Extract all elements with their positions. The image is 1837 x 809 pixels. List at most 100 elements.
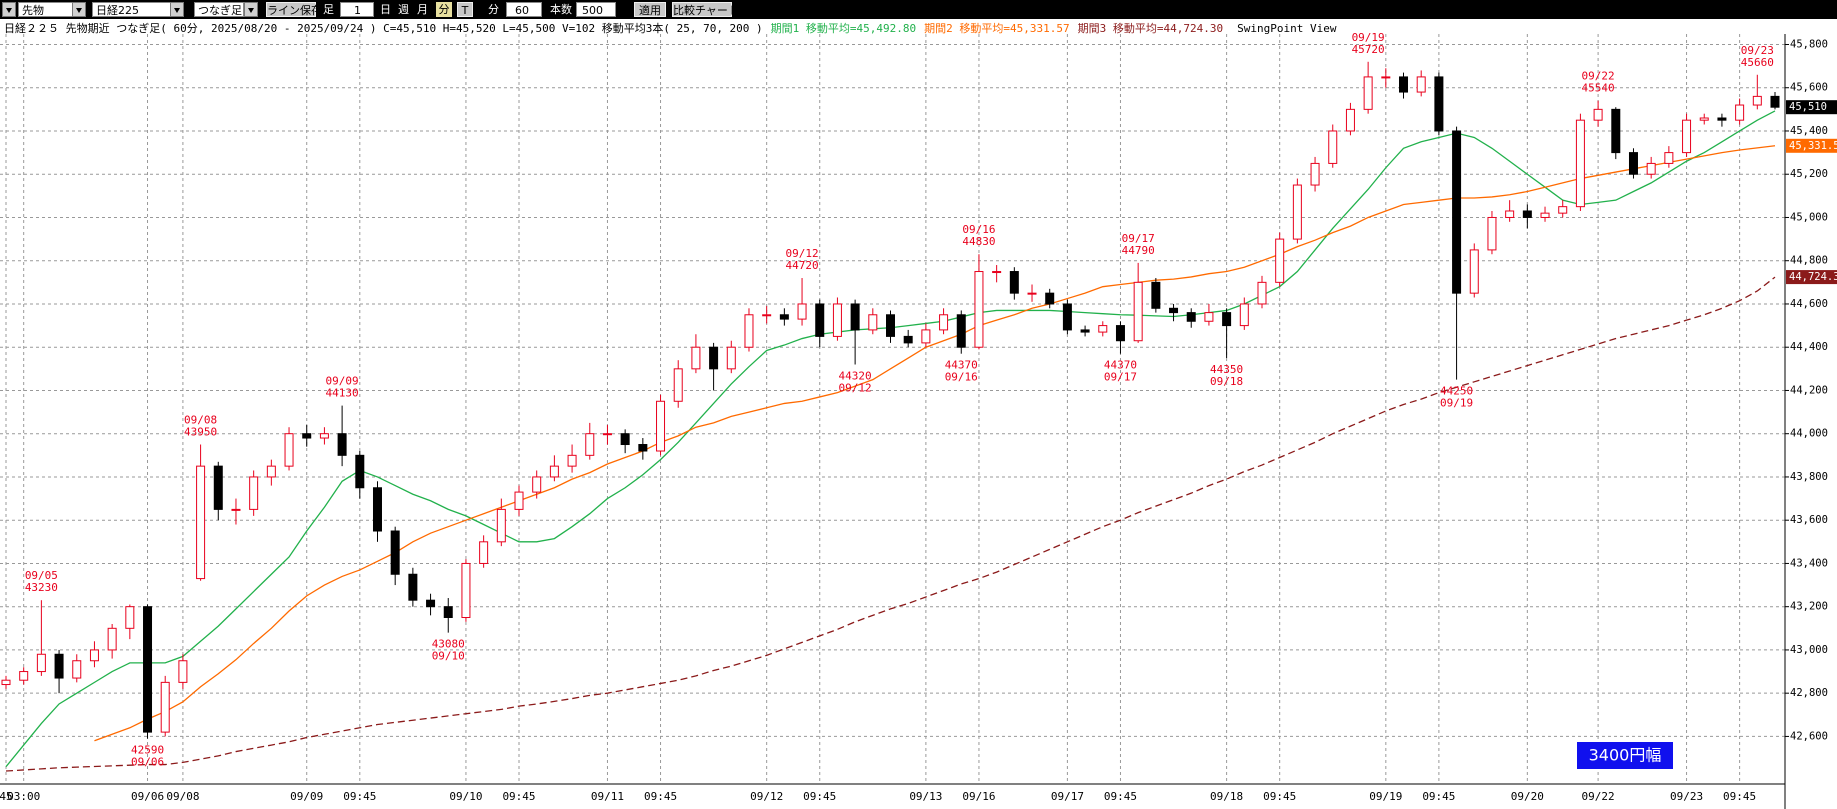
- x-tick-label: 09/23: [1670, 790, 1703, 803]
- candle-body: [992, 271, 1002, 274]
- moving-average-line: [94, 145, 1776, 742]
- candle-body: [143, 606, 153, 733]
- candle-body: [461, 562, 471, 619]
- candle-body: [1169, 307, 1179, 314]
- candle-body: [1381, 76, 1391, 79]
- x-tick-label: 09/22: [1582, 790, 1615, 803]
- legend-entry: 期間1 移動平均=45,492.80: [771, 21, 916, 35]
- apply-button[interactable]: 適用: [634, 2, 666, 17]
- week-toggle[interactable]: 週: [398, 3, 409, 16]
- candle-body: [1292, 184, 1302, 240]
- candle-body: [656, 400, 666, 452]
- candle-body: [673, 368, 683, 402]
- candle-body: [514, 491, 524, 510]
- swing-price: 45660: [1741, 56, 1774, 69]
- y-tick-label: 43,600: [1790, 514, 1828, 526]
- candle-body: [408, 573, 418, 601]
- compare-button[interactable]: 比較チャート: [672, 2, 739, 17]
- swing-price: 44720: [785, 259, 818, 272]
- swing-price: 44370: [945, 359, 978, 372]
- x-tick-label: 09/11: [591, 790, 624, 803]
- x-tick-label: 09:45: [644, 790, 677, 803]
- swing-date: 09/12: [839, 382, 872, 395]
- candle-body: [744, 314, 754, 348]
- x-tick-label: 09/12: [750, 790, 783, 803]
- candle-body: [1593, 108, 1603, 121]
- y-tick-label: 43,400: [1790, 557, 1828, 569]
- candle-body: [178, 660, 188, 683]
- swing-date: 09/05: [25, 569, 58, 582]
- candle-body: [249, 476, 259, 510]
- moving-average-line: [5, 276, 1776, 772]
- label: 分: [488, 3, 499, 16]
- candle-body: [1027, 292, 1037, 295]
- candle-body: [726, 346, 736, 370]
- candle-body: [496, 508, 506, 543]
- dropdown-arrow[interactable]: [2, 2, 16, 17]
- candle-body: [850, 303, 860, 331]
- candle-body: [1611, 108, 1621, 154]
- x-tick-label: 03:00: [7, 790, 40, 803]
- swing-price: 44790: [1122, 244, 1155, 257]
- y-tick-label: 45,600: [1790, 82, 1828, 94]
- y-tick-label: 44,800: [1790, 255, 1828, 267]
- swing-date: 09/17: [1104, 371, 1137, 384]
- candle-body: [1540, 212, 1550, 218]
- header-view: SwingPoint View: [1237, 22, 1337, 35]
- candle-body: [1522, 210, 1532, 218]
- x-tick-label: 09:45: [502, 790, 535, 803]
- swing-date: 09/08: [184, 414, 217, 427]
- candle-body: [602, 433, 612, 436]
- count-input[interactable]: 500: [576, 2, 616, 17]
- candle-body: [1133, 281, 1143, 342]
- y-tick-label: 45,000: [1790, 211, 1828, 223]
- minute-input[interactable]: 60: [506, 2, 542, 17]
- candle-body: [479, 541, 489, 564]
- candle-body: [1664, 152, 1674, 164]
- x-tick-label: 09:45: [1723, 790, 1756, 803]
- y-tick-label: 45,200: [1790, 168, 1828, 180]
- candle-body: [160, 681, 170, 733]
- y-tick-label: 42,800: [1790, 687, 1828, 699]
- dropdown-arrow[interactable]: [72, 2, 86, 17]
- candle-body: [1115, 325, 1125, 342]
- x-tick-label: 09/06: [131, 790, 164, 803]
- y-tick-label: 45,400: [1790, 125, 1828, 137]
- candle-body: [585, 433, 595, 456]
- day-toggle[interactable]: 日: [380, 3, 391, 16]
- symbol-select[interactable]: 先物: [18, 2, 84, 17]
- y-tick-label: 42,600: [1790, 730, 1828, 742]
- tick-toggle[interactable]: T: [457, 2, 473, 17]
- index-select[interactable]: 日経225: [92, 2, 174, 17]
- header-info: 日経２２５ 先物期近 つなぎ足( 60分, 2025/08/20 - 2025/…: [4, 21, 1337, 35]
- mode-select[interactable]: つなぎ足: [194, 2, 244, 17]
- candle-body: [1735, 104, 1745, 121]
- x-tick-label: 45: [0, 790, 13, 803]
- x-tick-label: 09/08: [166, 790, 199, 803]
- swing-date: 09/17: [1122, 232, 1155, 245]
- candle-body: [1399, 76, 1409, 93]
- x-tick-label: 09/18: [1210, 790, 1243, 803]
- save-line-button[interactable]: ライン保存: [266, 2, 322, 17]
- candle-body: [1469, 249, 1479, 294]
- month-toggle[interactable]: 月: [417, 3, 428, 16]
- dropdown-arrow[interactable]: [244, 2, 258, 17]
- candle-body: [1770, 95, 1780, 108]
- candle-body: [1345, 108, 1355, 132]
- price-tag-label: 44,724.3: [1789, 271, 1837, 283]
- swing-price: 44830: [962, 235, 995, 248]
- candle-body: [443, 606, 453, 619]
- candle-body: [1363, 76, 1373, 110]
- candle-body: [1204, 312, 1214, 322]
- dropdown-arrow[interactable]: [170, 2, 184, 17]
- candle-body: [196, 465, 206, 580]
- minute-toggle[interactable]: 分: [436, 2, 452, 17]
- price-tag-label: 45,510: [1789, 101, 1827, 113]
- candle-body: [125, 606, 135, 629]
- bar-input[interactable]: 1: [340, 2, 374, 17]
- candle-body: [89, 649, 99, 662]
- swing-price: 43230: [25, 581, 58, 594]
- x-tick-label: 09/10: [449, 790, 482, 803]
- candle-body: [638, 444, 648, 452]
